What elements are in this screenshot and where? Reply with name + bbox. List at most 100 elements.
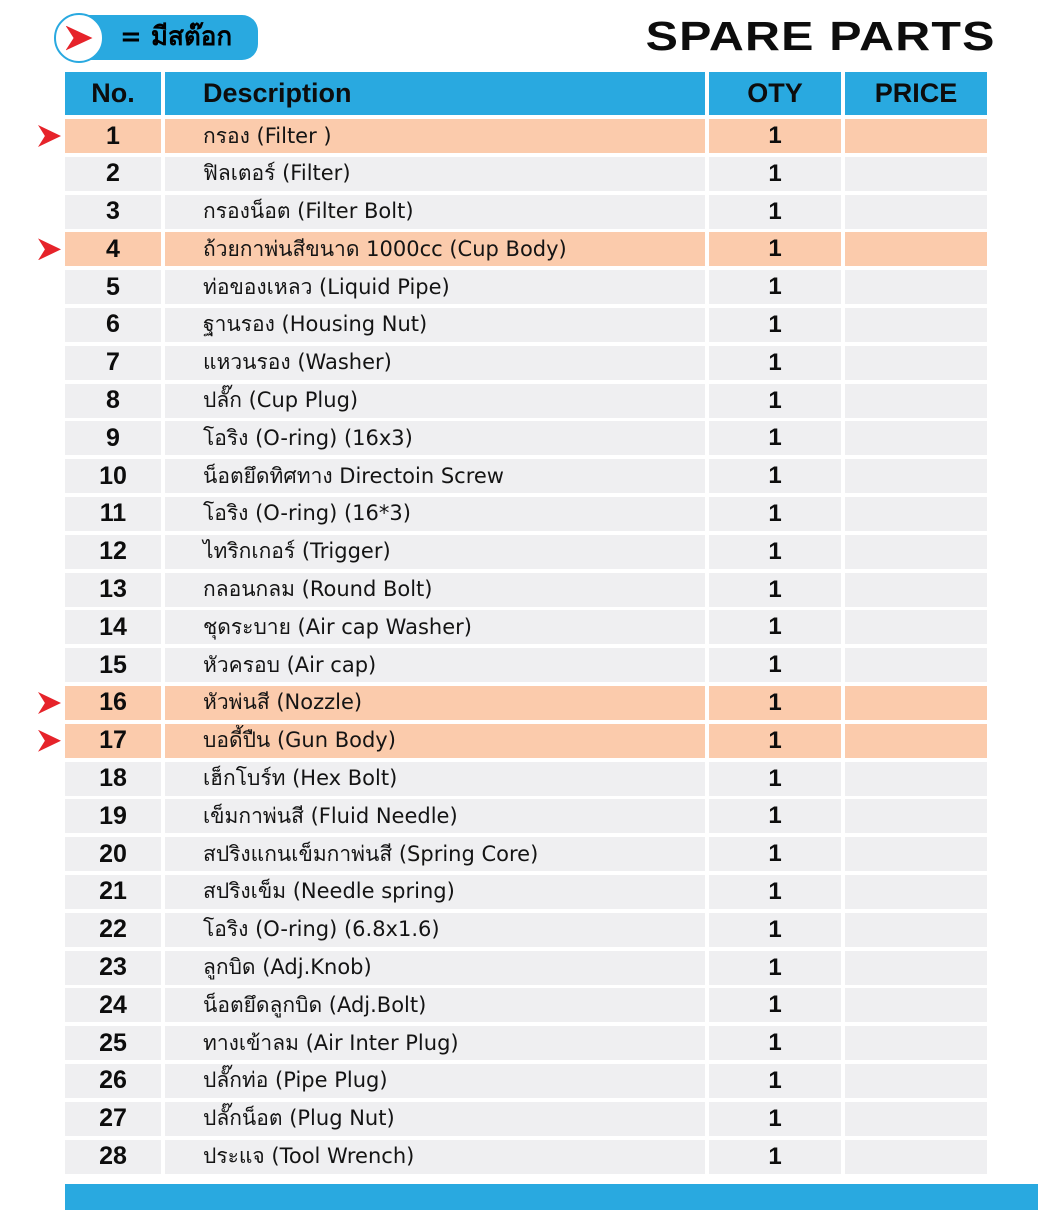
row-description: หัวพ่นสี (Nozzle) bbox=[165, 685, 705, 720]
row-number: 11 bbox=[65, 496, 161, 531]
row-price bbox=[845, 194, 987, 229]
row-qty: 1 bbox=[709, 232, 841, 267]
row-number: 5 bbox=[65, 270, 161, 305]
row-price bbox=[845, 421, 987, 456]
row-price bbox=[845, 156, 987, 191]
table-row: 6 ฐานรอง (Housing Nut) 1 bbox=[65, 307, 987, 342]
row-description: ชุดระบาย (Air cap Washer) bbox=[165, 610, 705, 645]
row-description: ปลั๊กท่อ (Pipe Plug) bbox=[165, 1063, 705, 1098]
row-qty: 1 bbox=[709, 988, 841, 1023]
row-number: 14 bbox=[65, 610, 161, 645]
row-price bbox=[845, 232, 987, 267]
table-header-row: No. Description OTY PRICE bbox=[65, 72, 987, 115]
table-row: 16 หัวพ่นสี (Nozzle) 1 bbox=[38, 685, 987, 720]
row-number: 27 bbox=[65, 1101, 161, 1136]
row-description: โอริง (O-ring) (16*3) bbox=[165, 496, 705, 531]
row-number: 19 bbox=[65, 799, 161, 834]
header-price: PRICE bbox=[845, 72, 987, 115]
row-price bbox=[845, 345, 987, 380]
footer-bar bbox=[65, 1184, 1038, 1210]
row-number: 24 bbox=[65, 988, 161, 1023]
header-description: Description bbox=[165, 72, 705, 115]
row-description: สปริงเข็ม (Needle spring) bbox=[165, 874, 705, 909]
row-price bbox=[845, 270, 987, 305]
row-number: 4 bbox=[65, 232, 161, 267]
row-qty: 1 bbox=[709, 1063, 841, 1098]
table-row: 4 ถ้วยกาพ่นสีขนาด 1000cc (Cup Body) 1 bbox=[38, 232, 987, 267]
table-row: 2 ฟิลเตอร์ (Filter) 1 bbox=[65, 156, 987, 191]
row-price bbox=[845, 1063, 987, 1098]
row-number: 20 bbox=[65, 837, 161, 872]
row-description: หัวครอบ (Air cap) bbox=[165, 648, 705, 683]
row-description: ปลั๊กน็อต (Plug Nut) bbox=[165, 1101, 705, 1136]
row-description: ฐานรอง (Housing Nut) bbox=[165, 307, 705, 342]
in-stock-arrow-icon bbox=[38, 238, 61, 261]
row-price bbox=[845, 988, 987, 1023]
table-row: 26 ปลั๊กท่อ (Pipe Plug) 1 bbox=[65, 1063, 987, 1098]
row-description: กลอนกลม (Round Bolt) bbox=[165, 572, 705, 607]
row-description: ลูกบิด (Adj.Knob) bbox=[165, 950, 705, 985]
table-row: 21 สปริงเข็ม (Needle spring) 1 bbox=[65, 874, 987, 909]
table-row: 5 ท่อของเหลว (Liquid Pipe) 1 bbox=[65, 270, 987, 305]
row-number: 21 bbox=[65, 874, 161, 909]
row-number: 17 bbox=[65, 723, 161, 758]
row-number: 18 bbox=[65, 761, 161, 796]
row-qty: 1 bbox=[709, 459, 841, 494]
row-number: 6 bbox=[65, 307, 161, 342]
row-description: ถ้วยกาพ่นสีขนาด 1000cc (Cup Body) bbox=[165, 232, 705, 267]
row-number: 13 bbox=[65, 572, 161, 607]
table-row: 23 ลูกบิด (Adj.Knob) 1 bbox=[65, 950, 987, 985]
row-price bbox=[845, 799, 987, 834]
row-price bbox=[845, 761, 987, 796]
table-row: 24 น็อตยึดลูกบิด (Adj.Bolt) 1 bbox=[65, 988, 987, 1023]
row-description: ฟิลเตอร์ (Filter) bbox=[165, 156, 705, 191]
row-price bbox=[845, 383, 987, 418]
row-price bbox=[845, 1026, 987, 1061]
stock-arrow-icon bbox=[54, 13, 104, 63]
row-price bbox=[845, 1101, 987, 1136]
row-number: 10 bbox=[65, 459, 161, 494]
row-price bbox=[845, 307, 987, 342]
row-qty: 1 bbox=[709, 799, 841, 834]
row-qty: 1 bbox=[709, 119, 841, 153]
row-qty: 1 bbox=[709, 383, 841, 418]
row-number: 22 bbox=[65, 912, 161, 947]
row-qty: 1 bbox=[709, 761, 841, 796]
row-qty: 1 bbox=[709, 837, 841, 872]
row-price bbox=[845, 496, 987, 531]
table-row: 19 เข็มกาพ่นสี (Fluid Needle) 1 bbox=[65, 799, 987, 834]
row-number: 1 bbox=[65, 119, 161, 153]
header-no: No. bbox=[65, 72, 161, 115]
row-number: 23 bbox=[65, 950, 161, 985]
row-number: 28 bbox=[65, 1139, 161, 1174]
in-stock-arrow-icon bbox=[38, 729, 61, 752]
stock-legend: = มีสต๊อก bbox=[54, 13, 259, 63]
table-row: 17 บอดี้ปืน (Gun Body) 1 bbox=[38, 723, 987, 758]
row-qty: 1 bbox=[709, 648, 841, 683]
row-price bbox=[845, 874, 987, 909]
table-row: 8 ปลั๊ก (Cup Plug) 1 bbox=[65, 383, 987, 418]
row-price bbox=[845, 572, 987, 607]
table-row: 22 โอริง (O-ring) (6.8x1.6) 1 bbox=[65, 912, 987, 947]
table-row: 10 น็อตยึดทิศทาง Directoin Screw 1 bbox=[65, 459, 987, 494]
table-row: 18 เฮ็กโบร์ท (Hex Bolt) 1 bbox=[65, 761, 987, 796]
table-row: 7 แหวนรอง (Washer) 1 bbox=[65, 345, 987, 380]
row-price bbox=[845, 950, 987, 985]
row-qty: 1 bbox=[709, 270, 841, 305]
row-number: 9 bbox=[65, 421, 161, 456]
row-description: ทางเข้าลม (Air Inter Plug) bbox=[165, 1026, 705, 1061]
row-description: สปริงแกนเข็มกาพ่นสี (Spring Core) bbox=[165, 837, 705, 872]
row-description: เฮ็กโบร์ท (Hex Bolt) bbox=[165, 761, 705, 796]
row-description: น็อตยึดทิศทาง Directoin Screw bbox=[165, 459, 705, 494]
table-row: 28 ประแจ (Tool Wrench) 1 bbox=[65, 1139, 987, 1174]
row-description: โอริง (O-ring) (6.8x1.6) bbox=[165, 912, 705, 947]
row-qty: 1 bbox=[709, 194, 841, 229]
row-price bbox=[845, 723, 987, 758]
row-qty: 1 bbox=[709, 572, 841, 607]
row-price bbox=[845, 1139, 987, 1174]
row-description: โอริง (O-ring) (16x3) bbox=[165, 421, 705, 456]
row-qty: 1 bbox=[709, 534, 841, 569]
stock-legend-label: = มีสต๊อก bbox=[120, 22, 233, 52]
table-row: 3 กรองน็อต (Filter Bolt) 1 bbox=[65, 194, 987, 229]
row-number: 15 bbox=[65, 648, 161, 683]
